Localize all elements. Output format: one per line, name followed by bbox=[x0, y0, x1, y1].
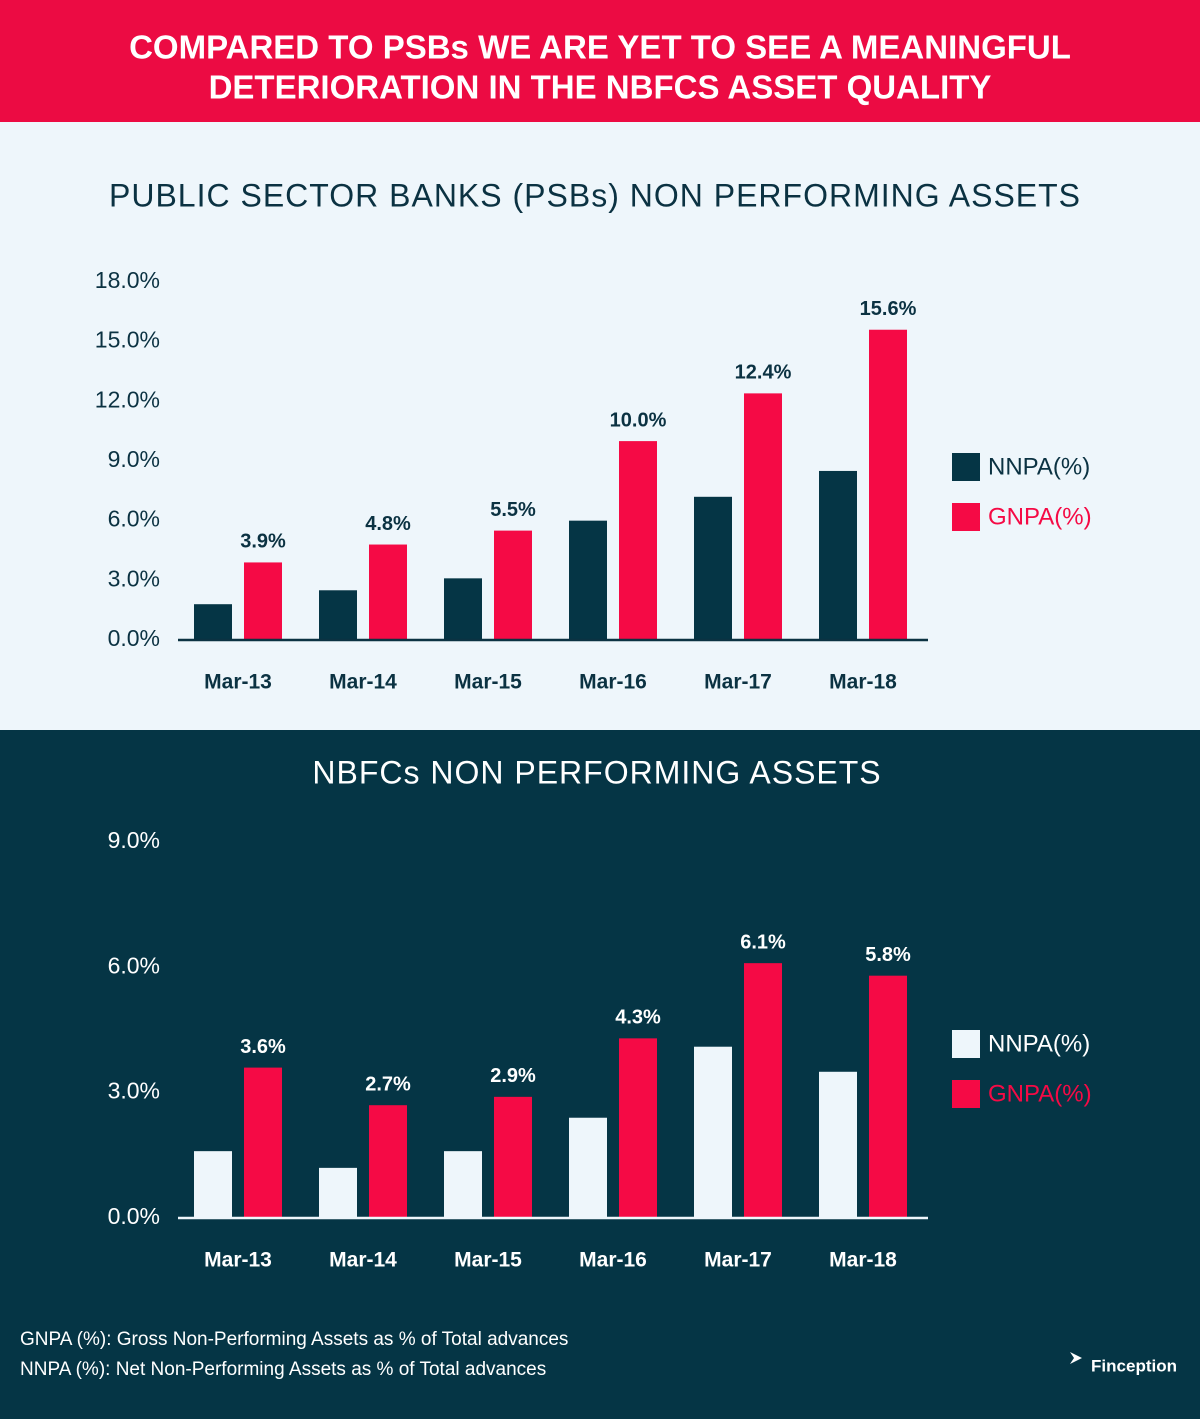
x-tick-label: Mar-15 bbox=[454, 1249, 522, 1272]
bar bbox=[619, 441, 657, 640]
x-tick-label: Mar-13 bbox=[204, 671, 272, 694]
bar bbox=[319, 1167, 357, 1218]
bar bbox=[444, 1151, 482, 1218]
value-label: 3.6% bbox=[240, 1036, 286, 1058]
bar bbox=[744, 963, 782, 1218]
value-label: 2.9% bbox=[490, 1065, 536, 1087]
legend-label: GNPA(%) bbox=[988, 503, 1092, 530]
bar bbox=[569, 1117, 607, 1218]
x-tick-label: Mar-14 bbox=[329, 671, 397, 694]
bar bbox=[744, 393, 782, 640]
value-label: 4.8% bbox=[365, 513, 411, 535]
header-title: DETERIORATION IN THE NBFCS ASSET QUALITY bbox=[209, 69, 992, 106]
bar bbox=[869, 329, 907, 640]
bar bbox=[244, 1067, 282, 1218]
value-label: 5.5% bbox=[490, 499, 536, 521]
x-tick-label: Mar-16 bbox=[579, 1249, 647, 1272]
y-tick-label: 15.0% bbox=[95, 327, 160, 353]
y-tick-label: 0.0% bbox=[108, 625, 160, 651]
bar bbox=[819, 1071, 857, 1218]
y-tick-label: 9.0% bbox=[108, 446, 160, 472]
legend-swatch bbox=[952, 453, 980, 481]
bar bbox=[494, 1096, 532, 1218]
value-label: 5.8% bbox=[865, 944, 911, 966]
x-tick-label: Mar-14 bbox=[329, 1249, 397, 1272]
value-label: 2.7% bbox=[365, 1073, 411, 1095]
value-label: 12.4% bbox=[735, 362, 792, 384]
x-tick-label: Mar-16 bbox=[579, 671, 647, 694]
x-tick-label: Mar-18 bbox=[829, 671, 897, 694]
y-tick-label: 0.0% bbox=[108, 1203, 160, 1229]
bar bbox=[319, 590, 357, 640]
x-tick-label: Mar-15 bbox=[454, 671, 522, 694]
footnote: NNPA (%): Net Non-Performing Assets as %… bbox=[20, 1359, 546, 1380]
header-band bbox=[0, 0, 1200, 122]
legend-swatch bbox=[952, 503, 980, 531]
legend-label: NNPA(%) bbox=[988, 453, 1090, 480]
bar bbox=[244, 562, 282, 640]
footnote: GNPA (%): Gross Non-Performing Assets as… bbox=[20, 1329, 568, 1350]
chart-title: NBFCs NON PERFORMING ASSETS bbox=[312, 754, 881, 790]
bar bbox=[194, 604, 232, 640]
bar bbox=[369, 1105, 407, 1218]
bar bbox=[619, 1038, 657, 1218]
x-tick-label: Mar-13 bbox=[204, 1249, 272, 1272]
y-tick-label: 3.0% bbox=[108, 1078, 160, 1104]
value-label: 15.6% bbox=[860, 298, 917, 320]
y-tick-label: 9.0% bbox=[108, 827, 160, 853]
value-label: 3.9% bbox=[240, 531, 286, 553]
bar bbox=[369, 544, 407, 640]
legend-swatch bbox=[952, 1030, 980, 1058]
bar bbox=[569, 520, 607, 640]
bar bbox=[694, 496, 732, 640]
value-label: 10.0% bbox=[610, 409, 667, 431]
x-tick-label: Mar-17 bbox=[704, 671, 772, 694]
bar bbox=[694, 1046, 732, 1218]
bar bbox=[869, 975, 907, 1218]
bar bbox=[494, 530, 532, 640]
y-tick-label: 6.0% bbox=[108, 506, 160, 532]
bar bbox=[194, 1151, 232, 1218]
y-tick-label: 18.0% bbox=[95, 267, 160, 293]
brand-icon bbox=[1070, 1352, 1082, 1364]
brand: Finception bbox=[1091, 1356, 1177, 1375]
x-tick-label: Mar-17 bbox=[704, 1249, 772, 1272]
y-tick-label: 6.0% bbox=[108, 952, 160, 978]
legend-swatch bbox=[952, 1080, 980, 1108]
bar bbox=[819, 470, 857, 640]
legend-label: GNPA(%) bbox=[988, 1080, 1092, 1107]
value-label: 4.3% bbox=[615, 1007, 661, 1029]
x-tick-label: Mar-18 bbox=[829, 1249, 897, 1272]
bottom-panel bbox=[0, 730, 1200, 1419]
chart-title: PUBLIC SECTOR BANKS (PSBs) NON PERFORMIN… bbox=[109, 177, 1081, 213]
bar bbox=[444, 578, 482, 640]
y-tick-label: 3.0% bbox=[108, 565, 160, 591]
legend-label: NNPA(%) bbox=[988, 1030, 1090, 1057]
header-title: COMPARED TO PSBs WE ARE YET TO SEE A MEA… bbox=[129, 29, 1071, 66]
y-tick-label: 12.0% bbox=[95, 386, 160, 412]
value-label: 6.1% bbox=[740, 931, 786, 953]
